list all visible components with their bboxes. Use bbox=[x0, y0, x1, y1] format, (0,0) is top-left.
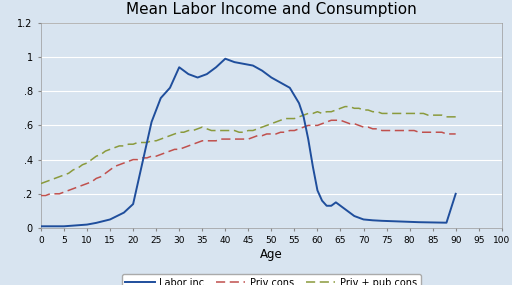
Title: Mean Labor Income and Consumption: Mean Labor Income and Consumption bbox=[126, 3, 417, 17]
Legend: Labor inc, Priv cons, Priv + pub cons: Labor inc, Priv cons, Priv + pub cons bbox=[121, 274, 421, 285]
X-axis label: Age: Age bbox=[260, 248, 283, 261]
